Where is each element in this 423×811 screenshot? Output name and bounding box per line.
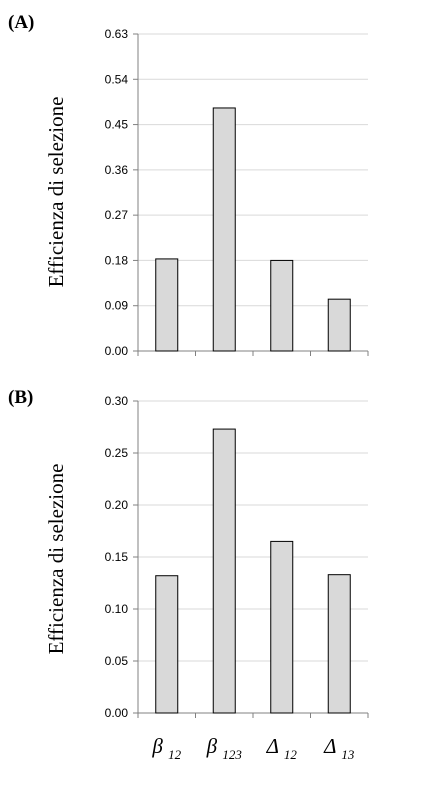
panel-a-chart: (A) Efficienza di selezione 0.00 0.09 0.18… (8, 12, 369, 358)
panel-b-x-category-label: β 123 (206, 734, 243, 762)
panel-a-y-tick-label: 0.09 (105, 299, 129, 313)
panel-a-bar-1 (155, 258, 179, 352)
panel-b-y-tick-label: 0.05 (105, 654, 129, 668)
panel-a-y-tick-label: 0.45 (105, 118, 129, 132)
panel-b-bar-1 (155, 575, 179, 714)
panel-b-y-tick-label: 0.00 (105, 706, 129, 720)
panel-b-x-category-label: β 12 (151, 734, 181, 762)
panel-b-bar-2 (212, 428, 236, 714)
panel-b-label: (B) (8, 387, 33, 408)
panel-b-y-tick-label: 0.15 (105, 550, 129, 564)
panel-a-y-tick-label: 0.63 (105, 27, 129, 41)
panel-b-x-category-label: Δ 12 (266, 734, 298, 762)
panel-a-y-tick-label: 0.36 (105, 163, 129, 177)
panel-b-y-axis-label: Efficienza di selezione (44, 464, 68, 655)
panel-a-label: (A) (8, 12, 34, 33)
panel-b-y-tick-label: 0.30 (105, 394, 129, 408)
panel-b-y-tick-label: 0.20 (105, 498, 129, 512)
panel-a-y-tick-label: 0.00 (105, 344, 129, 358)
panel-a-bar-4 (327, 298, 351, 352)
panel-a-y-tick-label: 0.54 (105, 72, 129, 86)
panel-a-bar-3 (270, 259, 294, 352)
panel-b-chart: (B) Efficienza di selezione 0.00 0.05 0.10… (8, 387, 369, 762)
panel-b-bar-4 (327, 574, 351, 714)
panel-a-y-tick-label: 0.27 (105, 208, 129, 222)
panel-a-y-axis-label: Efficienza di selezione (44, 97, 68, 288)
panel-a-bar-2 (212, 107, 236, 352)
panel-b-x-category-label: Δ 13 (323, 734, 355, 762)
panel-b-bar-3 (270, 540, 294, 714)
panel-a-y-tick-label: 0.18 (105, 253, 129, 267)
panel-b-y-tick-label: 0.10 (105, 602, 129, 616)
panel-b-y-tick-label: 0.25 (105, 446, 129, 460)
